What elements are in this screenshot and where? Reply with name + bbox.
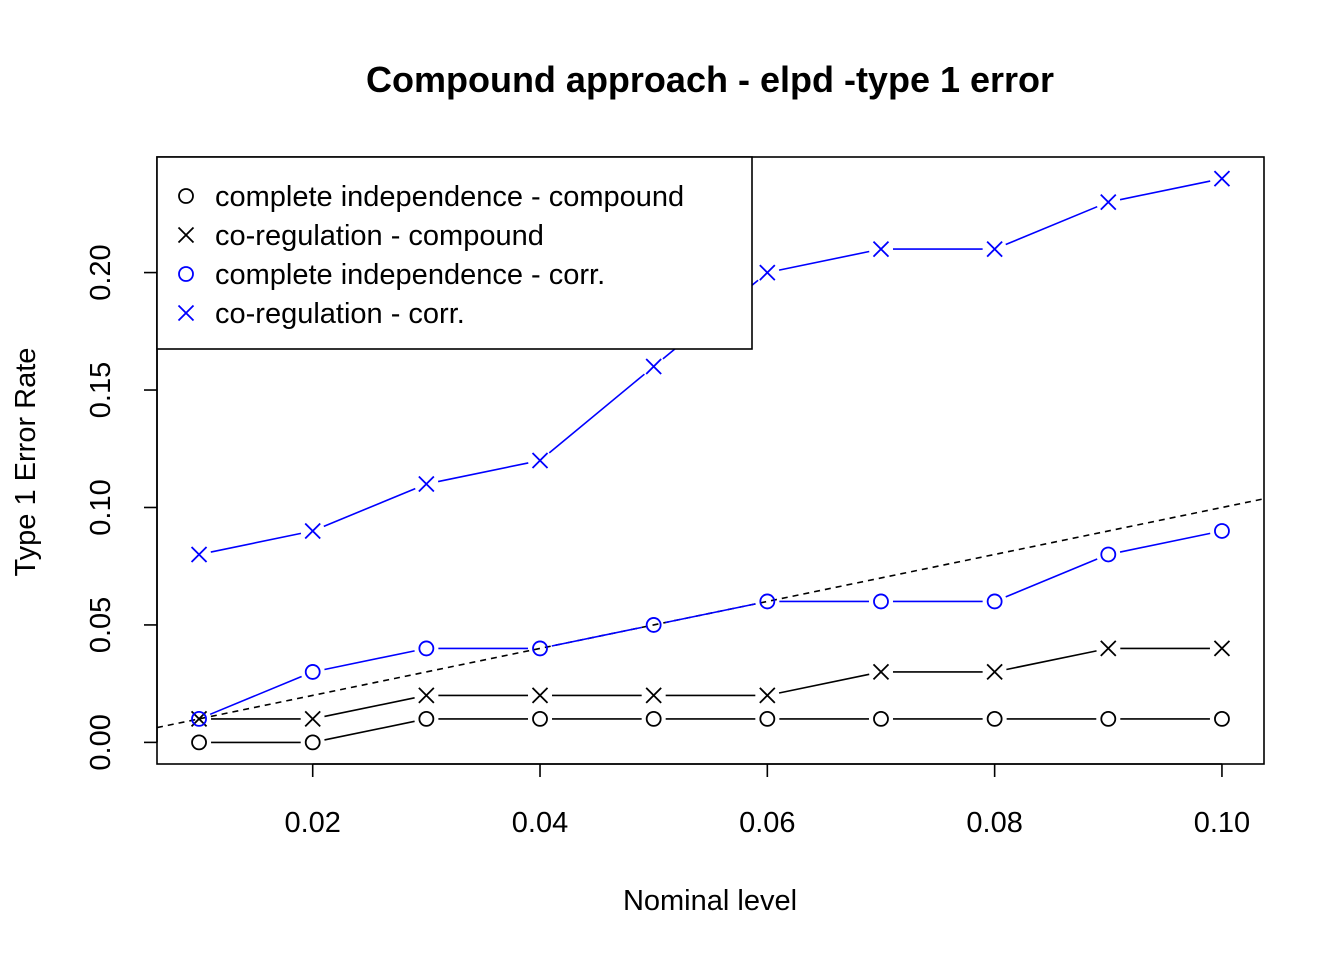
series-line-segment [1005,558,1098,598]
data-point [645,358,662,375]
data-point [418,475,435,493]
x-tick-label: 0.06 [739,807,795,839]
data-point [418,710,435,727]
series-line-segment [665,603,756,624]
data-point [986,710,1003,727]
data-point [304,710,321,728]
y-tick-label: 0.20 [85,244,117,300]
data-point [1214,523,1230,539]
data-point [759,710,776,727]
legend-label: complete independence - corr. [215,259,605,291]
data-point [1100,640,1117,657]
series-line-segment [1006,650,1097,671]
data-point [304,734,321,751]
legend-label: co-regulation - compound [215,220,544,252]
series-line-segment [551,626,643,647]
y-tick-label: 0.00 [85,714,117,770]
data-point [986,593,1003,610]
legend-item: co-regulation - corr. [177,298,465,330]
data-point [532,640,548,657]
x-axis: 0.02 0.04 0.06 0.08 0.10 [284,763,1250,839]
legend: complete independence - compound co-regul… [156,156,753,350]
data-point [872,663,890,681]
data-point [1214,710,1230,727]
data-point [191,734,207,751]
series-line-segment [324,697,415,718]
series-line-segment [548,373,645,454]
series-line-segment [1005,205,1098,246]
series-line-segment [437,462,529,483]
data-point [1100,546,1117,563]
data-point [418,687,435,704]
series-layer [190,170,1231,751]
data-point [759,264,776,281]
data-point [191,710,207,727]
data-point [759,593,776,610]
legend-cross-marker [177,226,195,244]
data-point [645,617,662,633]
data-point [304,664,321,680]
series-line-segment [1119,532,1211,553]
data-point [190,546,208,563]
x-tick-label: 0.02 [284,807,340,839]
series-2 [190,640,1231,728]
data-point [1100,710,1117,727]
legend-label: complete independence - compound [215,181,684,213]
y-tick-label: 0.10 [85,479,117,535]
legend-cross-marker [177,304,195,322]
data-point [304,522,321,540]
legend-item: complete independence - compound [178,181,684,213]
x-tick-label: 0.10 [1194,807,1250,839]
series-line-segment [778,673,870,694]
data-point [986,663,1003,681]
data-point [1213,640,1231,657]
series-1 [191,710,1230,751]
data-point [645,687,662,704]
series-line-segment [210,532,302,553]
series-line-segment [324,650,415,671]
x-tick-label: 0.04 [512,807,568,839]
data-point [1213,170,1231,187]
data-point [531,452,549,469]
data-point [873,710,889,727]
series-line-segment [323,487,416,528]
x-tick-label: 0.08 [966,807,1022,839]
legend-circle-marker [178,188,194,204]
legend-circle-marker [178,266,194,282]
chart-title: Compound approach - elpd -type 1 error [366,59,1054,100]
series-line-segment [209,675,302,716]
series-line-segment [1119,180,1211,201]
data-point [532,710,548,727]
x-axis-label: Nominal level [623,885,797,917]
series-line-segment [778,250,870,271]
data-point [873,593,889,610]
data-point [759,687,776,704]
series-3 [191,523,1230,727]
data-point [645,710,662,727]
legend-box [156,156,753,350]
data-point [986,240,1003,258]
data-point [531,687,549,704]
y-tick-label: 0.15 [85,362,117,418]
y-axis-label: Type 1 Error Rate [10,348,42,577]
data-point [1100,193,1117,211]
data-point [872,240,890,258]
legend-item: co-regulation - compound [177,220,544,252]
legend-label: co-regulation - corr. [215,298,465,330]
y-axis: 0.00 0.05 0.10 0.15 0.20 [85,244,158,771]
data-point [418,640,435,657]
y-tick-label: 0.05 [85,597,117,653]
legend-item: complete independence - corr. [178,259,605,291]
series-line-segment [324,720,415,741]
